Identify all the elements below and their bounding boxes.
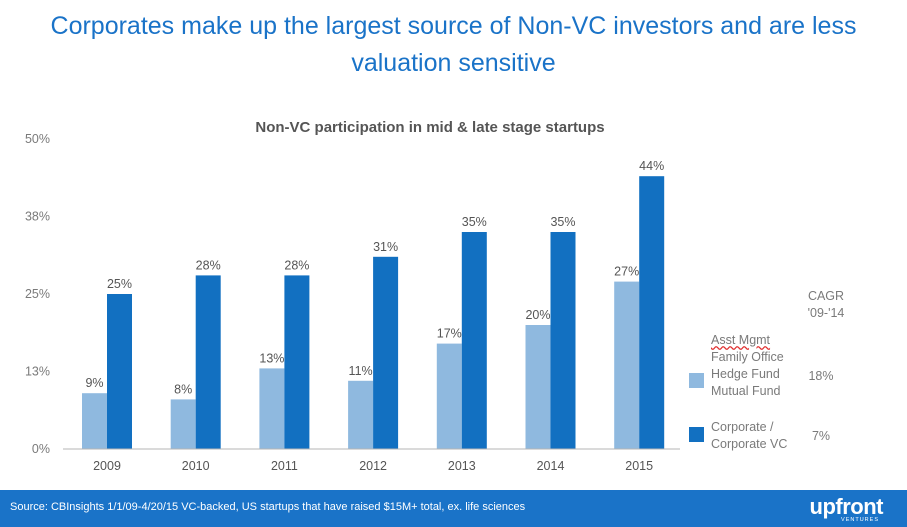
legend-line: Family Office	[711, 350, 784, 364]
data-label: 13%	[259, 351, 284, 365]
data-label: 35%	[550, 215, 575, 229]
y-tick-label: 38%	[25, 210, 50, 224]
bar-corporate-2009	[107, 294, 132, 449]
legend-line: Corporate VC	[711, 437, 788, 451]
data-label: 9%	[85, 376, 103, 390]
source-note: Source: CBInsights 1/1/09-4/20/15 VC-bac…	[10, 501, 526, 513]
chart-title: Non-VC participation in mid & late stage…	[255, 119, 605, 136]
y-tick-label: 50%	[25, 132, 50, 146]
x-tick-label: 2013	[448, 459, 476, 473]
bar-other-2015	[614, 281, 640, 449]
x-tick-label: 2015	[625, 459, 653, 473]
x-tick-label: 2010	[182, 459, 210, 473]
legend-line: Asst Mgmt	[711, 333, 771, 347]
bar-other-2013	[436, 343, 462, 449]
bar-other-2011	[259, 368, 285, 449]
legend-label-non-corporate: Asst Mgmt Family Office Hedge Fund Mutua…	[711, 332, 784, 400]
x-tick-label: 2012	[359, 459, 387, 473]
cagr-value-non-corporate: 18%	[808, 369, 834, 383]
data-label: 8%	[174, 382, 192, 396]
data-label: 44%	[639, 159, 664, 173]
headline-line-2: valuation sensitive	[351, 49, 556, 77]
upfront-logo: upfront	[809, 494, 884, 519]
x-tick-label: 2014	[537, 459, 565, 473]
data-label: 31%	[373, 240, 398, 254]
cagr-header-line-2: '09-'14	[807, 306, 845, 320]
data-label: 20%	[525, 308, 550, 322]
page-headline: Corporates make up the largest source of…	[0, 8, 907, 82]
bar-corporate-2013	[461, 232, 487, 449]
y-tick-label: 0%	[32, 442, 50, 456]
cagr-value-corporate: 7%	[811, 429, 831, 443]
legend-line: Hedge Fund	[711, 367, 780, 381]
bar-corporate-2014	[550, 232, 576, 449]
legend-swatch-non-corporate	[689, 373, 704, 388]
upfront-logo-subtitle: VENTURES	[841, 517, 879, 523]
bar-corporate-2011	[284, 275, 310, 449]
data-label: 28%	[284, 258, 309, 272]
x-tick-label: 2011	[271, 459, 298, 473]
cagr-header: CAGR '09-'14	[796, 288, 856, 322]
data-label: 27%	[614, 265, 639, 279]
bar-other-2010	[170, 399, 196, 449]
footer-bar: Source: CBInsights 1/1/09-4/20/15 VC-bac…	[0, 490, 907, 527]
bar-corporate-2015	[639, 176, 665, 449]
bar-other-2009	[82, 393, 107, 449]
data-label: 35%	[462, 215, 487, 229]
bar-chart: 0% 13% 25% 38% 50% 9% 25% 8% 28% 13% 28% 11% 31% 17%…	[25, 132, 680, 473]
bar-other-2014	[525, 325, 551, 449]
bar-other-2012	[348, 380, 374, 449]
data-label: 17%	[437, 327, 462, 341]
data-label: 11%	[349, 364, 373, 378]
legend-line: Corporate /	[711, 420, 774, 434]
x-tick-label: 2009	[93, 459, 121, 473]
data-label: 25%	[107, 277, 132, 291]
bar-corporate-2010	[195, 275, 221, 449]
y-tick-label: 13%	[25, 365, 50, 379]
headline-line-1: Corporates make up the largest source of…	[50, 12, 857, 40]
legend-line: Mutual Fund	[711, 384, 781, 398]
legend-swatch-corporate	[689, 427, 704, 442]
data-label: 28%	[196, 258, 221, 272]
cagr-header-line-1: CAGR	[807, 289, 845, 303]
legend-label-corporate: Corporate / Corporate VC	[711, 419, 787, 453]
bar-corporate-2012	[373, 256, 399, 449]
y-tick-label: 25%	[25, 287, 50, 301]
